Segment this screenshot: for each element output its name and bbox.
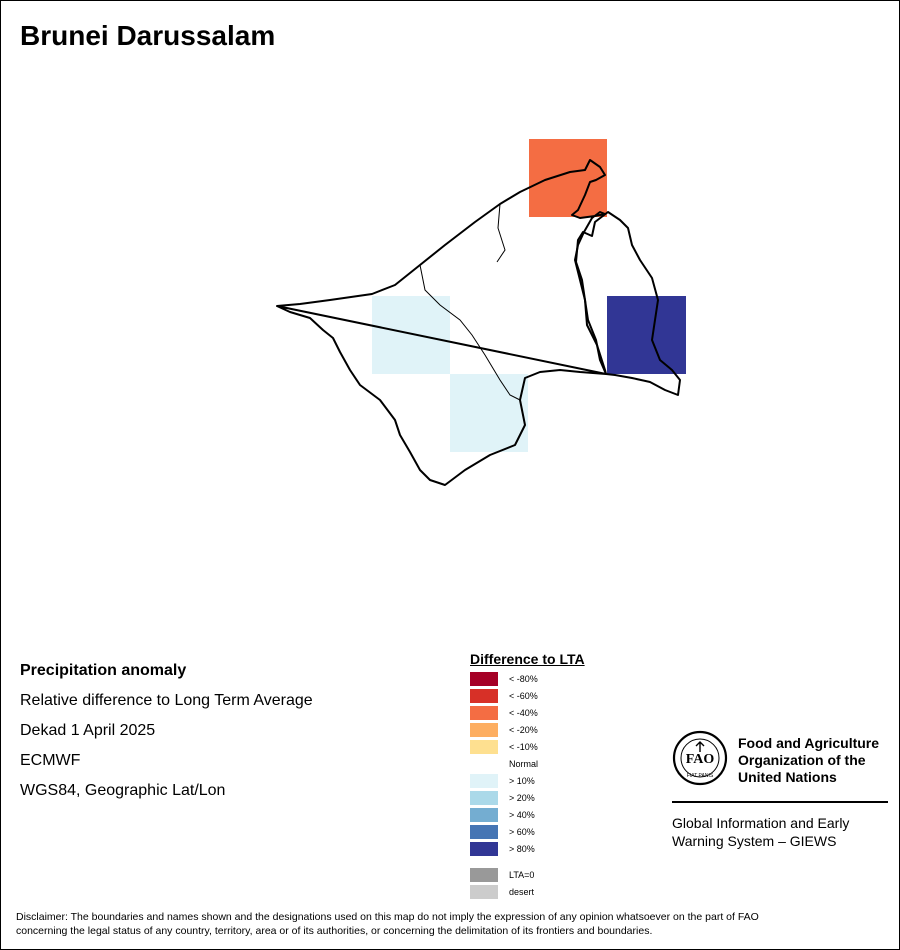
legend-label: > 10%	[509, 776, 535, 786]
legend-row: < -80%	[470, 671, 650, 688]
legend-swatch	[470, 723, 498, 737]
legend-swatch	[470, 791, 498, 805]
legend-label: Normal	[509, 759, 539, 769]
legend-swatch	[470, 672, 498, 686]
legend-swatch	[470, 774, 498, 788]
disclaimer: Disclaimer: The boundaries and names sho…	[16, 910, 886, 938]
legend-label: < -80%	[509, 674, 538, 684]
giews-name: Global Information and Early Warning Sys…	[672, 814, 849, 850]
fao-logo-icon: FAO FIAT PANIS	[672, 730, 728, 786]
legend-row: < -40%	[470, 705, 650, 722]
legend-swatch	[470, 689, 498, 703]
divider	[672, 801, 888, 803]
legend-row: Normal	[470, 756, 650, 773]
info-line: Dekad 1 April 2025	[20, 722, 156, 739]
legend-row: > 10%	[470, 773, 650, 790]
giews-line: Warning System – GIEWS	[672, 833, 837, 849]
legend-row: > 60%	[470, 824, 650, 841]
map-info-block: Precipitation anomaly Relative differenc…	[20, 656, 313, 806]
legend-swatch	[470, 842, 498, 856]
legend-label: > 60%	[509, 827, 535, 837]
legend-extra-items: LTA=0 desert	[470, 867, 650, 901]
map-title: Brunei Darussalam	[20, 20, 276, 51]
legend-swatch	[470, 868, 498, 882]
anomaly-cell	[607, 296, 686, 374]
legend-row: > 20%	[470, 790, 650, 807]
legend-row: > 40%	[470, 807, 650, 824]
svg-text:FIAT PANIS: FIAT PANIS	[687, 773, 714, 779]
legend-row: < -10%	[470, 739, 650, 756]
info-heading: Precipitation anomaly	[20, 662, 187, 679]
legend-row: desert	[470, 884, 650, 901]
info-line: ECMWF	[20, 752, 81, 769]
legend-label: > 20%	[509, 793, 535, 803]
legend-row: < -60%	[470, 688, 650, 705]
legend-row: > 80%	[470, 841, 650, 858]
fao-org-line: United Nations	[738, 769, 837, 785]
legend-label: desert	[509, 887, 535, 897]
info-line: Relative difference to Long Term Average	[20, 692, 313, 709]
legend-label: < -10%	[509, 742, 538, 752]
district-boundary	[419, 264, 521, 401]
legend-label: LTA=0	[509, 870, 535, 880]
country-boundary-east	[575, 211, 681, 396]
legend-swatch	[470, 885, 498, 899]
legend: Difference to LTA < -80% < -60% < -40% < -2…	[470, 651, 650, 901]
anomaly-cell	[372, 296, 450, 374]
info-line: WGS84, Geographic Lat/Lon	[20, 782, 226, 799]
legend-row: LTA=0	[470, 867, 650, 884]
legend-label: > 40%	[509, 810, 535, 820]
giews-line: Global Information and Early	[672, 815, 850, 831]
legend-swatch	[470, 808, 498, 822]
legend-swatch	[470, 825, 498, 839]
map-canvas	[276, 139, 686, 486]
fao-org-line: Food and Agriculture	[738, 735, 880, 751]
anomaly-cell	[529, 139, 607, 217]
district-boundary	[496, 203, 506, 263]
disclaimer-line: Disclaimer: The boundaries and names sho…	[16, 911, 759, 923]
disclaimer-line: concerning the legal status of any count…	[16, 925, 653, 937]
legend-label: < -60%	[509, 691, 538, 701]
svg-text:FAO: FAO	[686, 752, 715, 767]
legend-row: < -20%	[470, 722, 650, 739]
legend-label: > 80%	[509, 844, 535, 854]
legend-title: Difference to LTA	[470, 651, 585, 667]
legend-swatch	[470, 740, 498, 754]
legend-label: < -20%	[509, 725, 538, 735]
legend-items: < -80% < -60% < -40% < -20% < -10% Normal > 10…	[470, 671, 650, 858]
anomaly-cell	[450, 374, 528, 452]
fao-org-line: Organization of the	[738, 752, 866, 768]
legend-swatch	[470, 706, 498, 720]
legend-label: < -40%	[509, 708, 538, 718]
fao-org-name: Food and Agriculture Organization of the…	[738, 735, 879, 786]
